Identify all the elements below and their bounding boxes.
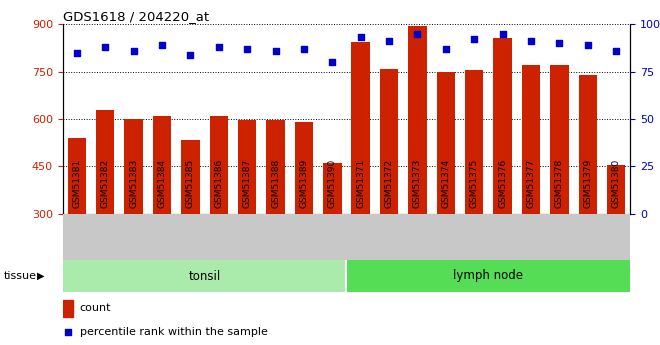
Text: lymph node: lymph node (453, 269, 523, 283)
Point (412, 31, 422, 36)
Text: ▶: ▶ (37, 271, 44, 281)
Point (469, 37, 479, 42)
Bar (380, 69, 398, 309)
Point (610, 48, 621, 53)
Point (128, 48, 139, 53)
Point (383, 38, 394, 44)
Point (497, 31, 508, 36)
Bar (63, 260, 346, 292)
Point (72, 50, 82, 55)
Bar (494, 38, 512, 309)
Bar (437, 72, 455, 309)
Point (525, 38, 536, 44)
Bar (346, 260, 630, 292)
Point (100, 44, 111, 50)
Bar (607, 165, 625, 309)
Bar (465, 70, 483, 309)
Point (355, 35, 366, 40)
Point (185, 52, 195, 57)
Bar (182, 140, 199, 309)
Bar (96, 110, 114, 309)
Text: percentile rank within the sample: percentile rank within the sample (80, 327, 267, 337)
Point (213, 44, 224, 50)
Point (298, 46, 309, 51)
Bar (68, 138, 86, 309)
Point (242, 46, 252, 51)
Bar (579, 75, 597, 309)
Bar (409, 26, 426, 309)
Bar (522, 65, 540, 309)
Bar (550, 65, 568, 309)
Point (554, 40, 564, 46)
Bar (267, 120, 284, 309)
Point (582, 42, 593, 48)
Point (440, 46, 451, 51)
Bar (352, 41, 370, 309)
Point (156, 42, 167, 48)
Text: tonsil: tonsil (189, 269, 220, 283)
Point (327, 59, 337, 65)
Bar (210, 116, 228, 309)
Bar (153, 117, 171, 309)
Point (63, 329, 73, 334)
Bar (295, 122, 313, 309)
Point (270, 48, 280, 53)
Bar (323, 162, 341, 309)
Text: GDS1618 / 204220_at: GDS1618 / 204220_at (63, 10, 209, 23)
Text: tissue: tissue (3, 271, 36, 281)
Bar (125, 119, 143, 309)
Bar (238, 120, 256, 309)
Bar (63, 300, 73, 317)
Text: count: count (80, 303, 112, 313)
